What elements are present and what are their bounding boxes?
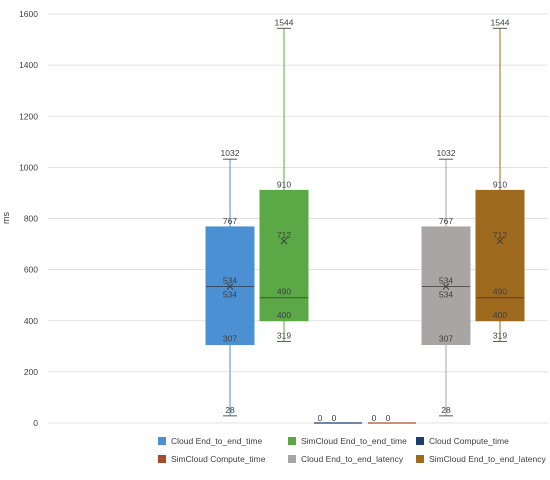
min-label: 28: [225, 405, 235, 415]
box-body: [475, 189, 525, 322]
legend-label: Cloud Compute_time: [429, 436, 509, 446]
min-label: 0: [318, 413, 323, 423]
mean-marker: [442, 283, 450, 290]
median-label: 534: [439, 275, 453, 285]
min-label: 28: [441, 405, 451, 415]
box-body: [421, 226, 471, 346]
y-tick-label: 1200: [19, 111, 38, 121]
q1-label: 307: [223, 334, 237, 344]
mean-label: 712: [493, 230, 507, 240]
legend-label: SimCloud End_to_end_time: [301, 436, 407, 446]
legend-swatch: [416, 455, 424, 463]
max-label: 1544: [491, 17, 510, 27]
y-tick-label: 400: [24, 316, 38, 326]
q3-label: 910: [493, 179, 507, 189]
legend-swatch: [158, 437, 166, 445]
min-label: 319: [493, 330, 507, 340]
max-label: 1032: [221, 148, 240, 158]
boxes: [205, 27, 525, 424]
y-tick-label: 1600: [19, 9, 38, 19]
median-label: 534: [223, 275, 237, 285]
legend-label: Cloud End_to_end_time: [171, 436, 263, 446]
mean-marker: [280, 237, 288, 245]
y-tick-label: 1000: [19, 162, 38, 172]
legend-item: SimCloud End_to_end_time: [288, 436, 407, 446]
legend-swatch: [288, 437, 296, 445]
legend-swatch: [158, 455, 166, 463]
legend-label: SimCloud End_to_end_latency: [429, 454, 546, 464]
y-axis-label: ms: [1, 212, 11, 224]
min-label: 319: [277, 330, 291, 340]
legend-label: SimCloud Compute_time: [171, 454, 266, 464]
mean-marker: [226, 283, 234, 290]
y-tick-label: 600: [24, 265, 38, 275]
max-label: 0: [386, 413, 391, 423]
max-label: 1032: [437, 148, 456, 158]
box-body: [259, 189, 309, 322]
q1-label: 400: [493, 310, 507, 320]
y-tick-label: 800: [24, 214, 38, 224]
min-label: 0: [372, 413, 377, 423]
q3-label: 767: [223, 216, 237, 226]
max-label: 1544: [275, 17, 294, 27]
legend-item: SimCloud Compute_time: [158, 454, 265, 464]
q3-label: 910: [277, 179, 291, 189]
legend-item: Cloud End_to_end_latency: [288, 454, 403, 464]
mean-marker: [496, 237, 504, 245]
legend-swatch: [288, 455, 296, 463]
legend-item: Cloud Compute_time: [416, 436, 509, 446]
q3-label: 767: [439, 216, 453, 226]
max-label: 0: [332, 413, 337, 423]
q1-label: 400: [277, 310, 291, 320]
legend-item: Cloud End_to_end_time: [158, 436, 262, 446]
legend-label: Cloud End_to_end_latency: [301, 454, 404, 464]
y-axis: 0 200 400 600 800 1000 1200 1400 1600: [19, 9, 38, 428]
y-tick-label: 200: [24, 367, 38, 377]
q1-label: 307: [439, 334, 453, 344]
legend-item: SimCloud End_to_end_latency: [416, 454, 546, 464]
mean-label: 712: [277, 230, 291, 240]
legend-swatch: [416, 437, 424, 445]
y-tick-label: 0: [33, 418, 38, 428]
median-label: 490: [277, 287, 291, 297]
box-body: [205, 226, 255, 346]
mean-label: 534: [439, 289, 453, 299]
mean-label: 534: [223, 289, 237, 299]
y-tick-label: 1400: [19, 60, 38, 70]
median-label: 490: [493, 287, 507, 297]
